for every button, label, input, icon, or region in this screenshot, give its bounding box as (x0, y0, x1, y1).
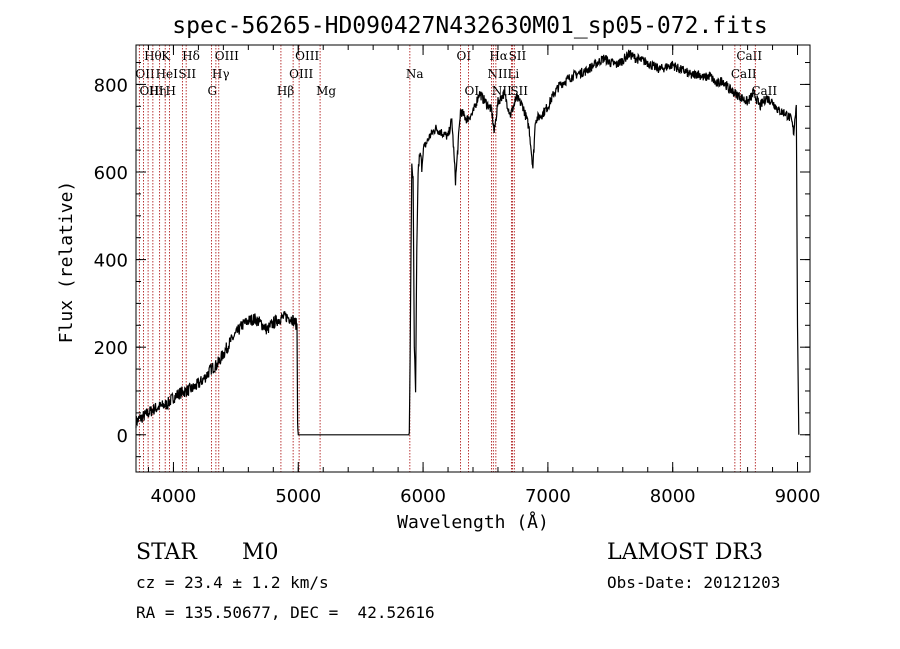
line-label-14: OIII (295, 49, 319, 63)
line-label-25: CaII (731, 67, 757, 81)
y-tick-label: 800 (94, 75, 128, 96)
object-class: STAR (136, 540, 197, 565)
line-label-1: OII (135, 67, 155, 81)
line-label-26: CaII (736, 49, 762, 63)
spectrum-line (135, 49, 800, 436)
line-label-11: OIII (215, 49, 239, 63)
line-label-6: H (165, 84, 175, 98)
line-label-21: NII (492, 84, 512, 98)
x-tick-label: 6000 (400, 486, 446, 507)
line-label-18: OI (465, 84, 480, 98)
line-label-27: CaII (751, 84, 777, 98)
x-tick-label: 4000 (151, 486, 197, 507)
line-label-3: Hη (149, 84, 167, 98)
x-tick-label: 9000 (775, 486, 821, 507)
line-label-16: Na (406, 67, 424, 81)
line-label-4: HeI (156, 67, 179, 81)
line-label-15: Mg (316, 84, 336, 98)
line-label-5: K (161, 49, 171, 63)
chart-title: spec-56265-HD090427N432630M01_sp05-072.f… (172, 13, 767, 39)
x-tick-label: 7000 (525, 486, 571, 507)
y-tick-label: 400 (94, 251, 128, 272)
line-label-7: SII (178, 67, 196, 81)
x-tick-label: 8000 (650, 486, 696, 507)
spectral-line-markers: HθOIIOIIIHηHeIKHSIIHδGHγOIIIHβOIIIOIIIMg… (135, 45, 777, 472)
line-label-24: SII (510, 84, 528, 98)
line-label-8: Hδ (182, 49, 200, 63)
line-label-2: OIII (139, 84, 163, 98)
line-label-10: Hγ (212, 67, 230, 81)
x-tick-label: 5000 (275, 486, 321, 507)
y-tick-label: 600 (94, 163, 128, 184)
line-label-20: Hα (489, 49, 508, 63)
object-subclass: M0 (242, 540, 279, 565)
y-axis-label: Flux (relative) (56, 181, 77, 344)
axis-ticks: 4000 5000 6000 7000 8000 9000 0 200 400 600 800 (94, 45, 821, 507)
x-axis-label: Wavelength (Å) (397, 511, 549, 533)
survey-name: LAMOST DR3 (607, 540, 763, 565)
line-label-9: G (208, 84, 218, 98)
line-label-13: OIII (289, 67, 313, 81)
line-label-0: Hθ (144, 49, 162, 63)
line-label-12: Hβ (277, 84, 294, 98)
coordinates-text: RA = 135.50677, DEC = 42.52616 (136, 603, 435, 622)
line-label-22: Li (507, 67, 519, 81)
line-label-17: OI (457, 49, 472, 63)
redshift-text: cz = 23.4 ± 1.2 km/s (136, 573, 329, 592)
line-label-23: SII (509, 49, 527, 63)
y-tick-label: 200 (94, 338, 128, 359)
line-label-19: NII (487, 67, 507, 81)
obs-date-text: Obs-Date: 20121203 (607, 573, 781, 592)
y-tick-label: 0 (117, 426, 128, 447)
